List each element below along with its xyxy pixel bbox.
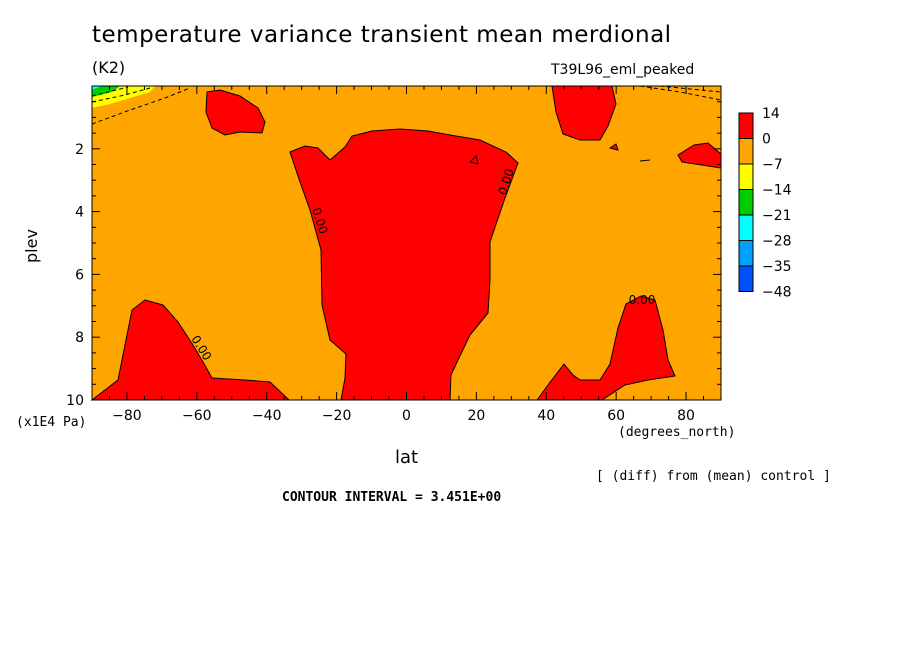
legend-swatch [738, 138, 754, 165]
region-north-surface [536, 295, 676, 401]
legend-swatch [738, 189, 754, 216]
speck-3 [639, 159, 651, 162]
x-tick-label: 80 [677, 408, 695, 424]
x-axis-units: (degrees_north) [618, 425, 736, 440]
legend-label: −14 [762, 183, 792, 199]
legend-label: −21 [762, 208, 792, 224]
experiment-name: T39L96_eml_peaked [551, 62, 695, 78]
speck-1 [469, 155, 479, 165]
x-tick-label: 40 [537, 408, 555, 424]
region-south-upper [205, 89, 266, 136]
upper-left-negative [91, 86, 191, 125]
x-axis-label: lat [395, 447, 419, 468]
y-axis-ticks: 2 4 6 8 10 [66, 85, 721, 409]
dashed-contour-2 [91, 87, 151, 103]
legend-label: 0 [762, 132, 771, 148]
contour-label: 0.00 [629, 293, 656, 307]
legend-label: −35 [762, 259, 792, 275]
legend-swatch [738, 214, 754, 241]
x-tick-label: −40 [252, 408, 282, 424]
contour-interval: CONTOUR INTERVAL = 3.451E+00 [282, 490, 502, 505]
x-tick-label: 0 [402, 408, 411, 424]
x-tick-label: 20 [467, 408, 485, 424]
x-axis-ticks: −80 −60 −40 −20 0 20 40 60 80 [91, 86, 722, 424]
chart-title: temperature variance transient mean merd… [92, 22, 672, 48]
x-tick-label: 60 [607, 408, 625, 424]
y-tick-label: 6 [75, 267, 84, 283]
x-tick-label: −80 [112, 408, 142, 424]
y-tick-label: 2 [75, 142, 84, 158]
speck-2 [608, 143, 619, 151]
legend-label: 14 [762, 106, 780, 122]
y-tick-label: 8 [75, 330, 84, 346]
positive-regions [90, 85, 722, 401]
y-axis-units: (x1E4 Pa) [16, 415, 87, 430]
y-tick-label: 10 [66, 393, 84, 409]
dashed-contour-1 [91, 86, 129, 97]
legend-label: −28 [762, 234, 792, 250]
dashed-contour-3 [91, 87, 191, 125]
legend-label: −48 [762, 285, 792, 301]
color-legend: 14 0 −7 −14 −21 −28 −35 −48 [738, 106, 792, 301]
x-tick-label: −60 [182, 408, 212, 424]
legend-swatch [738, 240, 754, 267]
legend-label: −7 [762, 157, 783, 173]
legend-swatch [738, 163, 754, 190]
y-tick-label: 4 [75, 205, 84, 221]
region-south-surface [90, 299, 291, 401]
cyan-patch [92, 86, 102, 90]
chart-units: (K2) [92, 58, 126, 77]
region-central [289, 128, 519, 401]
legend-swatch [738, 265, 754, 292]
diff-note: [ (diff) from (mean) control ] [596, 469, 831, 484]
x-tick-label: −20 [322, 408, 352, 424]
region-north-upper [551, 85, 617, 141]
legend-swatch [738, 112, 754, 139]
region-north-pole-upper [677, 142, 722, 169]
